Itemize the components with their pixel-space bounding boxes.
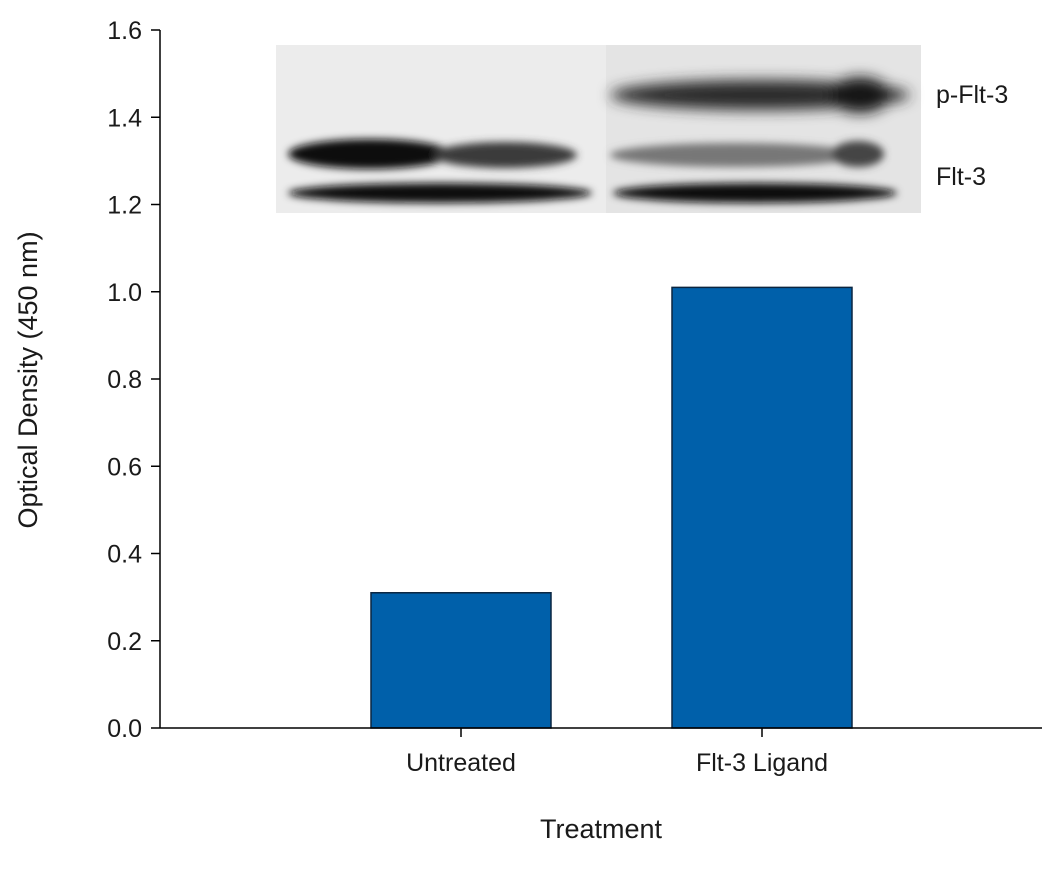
- blot-label-flt-3: Flt-3: [936, 163, 986, 191]
- y-tick-label: 0.8: [107, 366, 142, 394]
- blot-label-p-flt-3: p-Flt-3: [936, 81, 1008, 109]
- y-axis-title: Optical Density (450 nm): [13, 231, 43, 528]
- y-tick-label: 0.6: [107, 453, 142, 481]
- band-flt-3-upper: [288, 139, 884, 169]
- x-tick-label: Untreated: [406, 749, 516, 777]
- x-tick-label: Flt-3 Ligand: [696, 749, 828, 777]
- y-tick-label: 1.2: [107, 192, 142, 220]
- y-tick-label: 1.0: [107, 279, 142, 307]
- y-tick-label: 0.2: [107, 628, 142, 656]
- y-axis-ticks: 0.0 0.2 0.4 0.6 0.8 1.0 1.2 1.4 1.6: [107, 17, 160, 743]
- y-tick-label: 0.4: [107, 541, 142, 569]
- x-axis-ticks: Untreated Flt-3 Ligand: [406, 728, 828, 777]
- y-tick-label: 0.0: [107, 715, 142, 743]
- band-flt-3-lower: [288, 183, 897, 203]
- y-tick-label: 1.6: [107, 17, 142, 45]
- bars: [370, 286, 853, 729]
- bar-flt-3-ligand: [671, 286, 853, 729]
- band-p-flt-3: [610, 77, 910, 113]
- y-tick-label: 1.4: [107, 104, 142, 132]
- x-axis-title: Treatment: [540, 814, 663, 844]
- western-blot-inset: p-Flt-3 Flt-3: [276, 45, 1008, 213]
- bar-untreated: [370, 592, 552, 729]
